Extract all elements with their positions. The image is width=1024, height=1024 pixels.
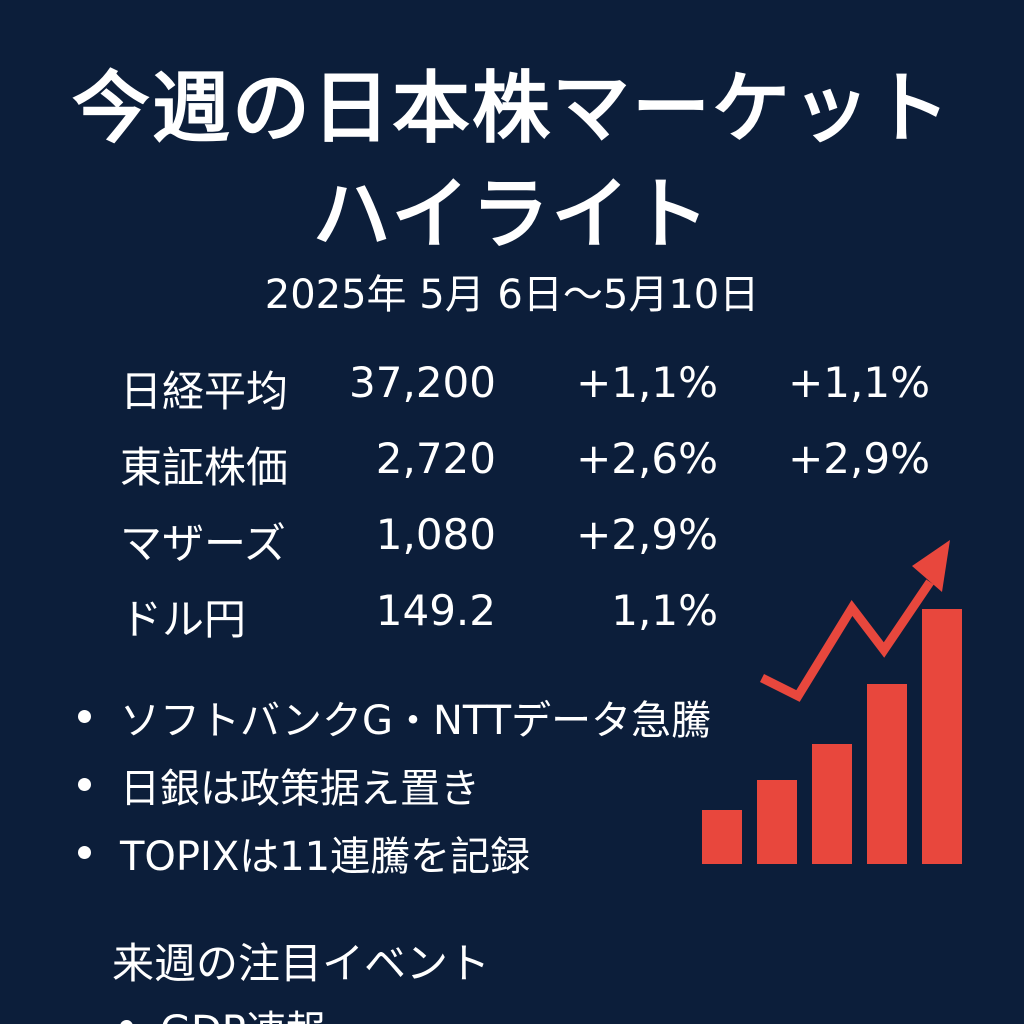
market-value: 1,080 — [375, 510, 496, 559]
market-name: ドル円 — [120, 595, 247, 644]
market-row: 東証株価 2,720 +2,6% +2,9% — [0, 434, 1024, 510]
next-week-title: 来週の注目イベント — [112, 939, 491, 988]
arrow-line — [759, 579, 934, 702]
highlights-list: ソフトバンクG・NTTデータ急騰 日銀は政策据え置き TOPIXは11連騰を記録 — [76, 688, 716, 892]
graphic-bar — [812, 744, 852, 864]
title-line-1: 今週の日本株マーケット — [71, 64, 952, 154]
market-row: マザーズ 1,080 +2,9% — [0, 510, 1024, 586]
bullet-dot-icon — [78, 778, 91, 791]
market-value: 149.2 — [375, 586, 496, 635]
market-change: +1,1% — [576, 358, 718, 407]
market-name: 日経平均 — [120, 367, 289, 416]
bullet-dot-icon — [78, 846, 91, 859]
market-row: ドル円 149.2 1,1% — [0, 586, 1024, 662]
graphic-bar — [757, 780, 797, 864]
highlight-text: ソフトバンクG・NTTデータ急騰 — [120, 698, 712, 744]
market-name: マザーズ — [120, 519, 286, 568]
graphic-bar — [867, 684, 907, 864]
market-change-2: +2,9% — [788, 434, 930, 483]
market-change: +2,6% — [576, 434, 718, 483]
bullet-dot-icon — [78, 710, 91, 723]
market-change-2: +1,1% — [788, 358, 930, 407]
highlight-item: TOPIXは11連騰を記録 — [76, 824, 716, 892]
next-week-item-text: GDP速報 — [160, 1008, 326, 1024]
market-change: 1,1% — [611, 586, 718, 635]
market-table: 日経平均 37,200 +1,1% +1,1% 東証株価 2,720 +2,6%… — [0, 358, 1024, 662]
market-value: 37,200 — [349, 358, 496, 407]
next-week-item: GDP速報 — [118, 998, 326, 1024]
title-line-2: ハイライト — [312, 170, 712, 260]
market-change: +2,9% — [576, 510, 718, 559]
market-row: 日経平均 37,200 +1,1% +1,1% — [0, 358, 1024, 434]
market-value: 2,720 — [375, 434, 496, 483]
market-name: 東証株価 — [120, 443, 289, 492]
date-range: 2025年 5月 6日〜5月10日 — [264, 272, 760, 318]
highlight-item: 日銀は政策据え置き — [76, 756, 716, 824]
graphic-bar — [702, 810, 742, 864]
rising-arrow-bar-icon — [702, 540, 962, 864]
arrow-head-icon — [912, 540, 950, 592]
highlight-text: TOPIXは11連騰を記録 — [120, 834, 531, 880]
bullet-dot-icon — [120, 1020, 133, 1024]
highlight-text: 日銀は政策据え置き — [120, 766, 480, 812]
highlight-item: ソフトバンクG・NTTデータ急騰 — [76, 688, 716, 756]
graphic-bar — [922, 609, 962, 864]
